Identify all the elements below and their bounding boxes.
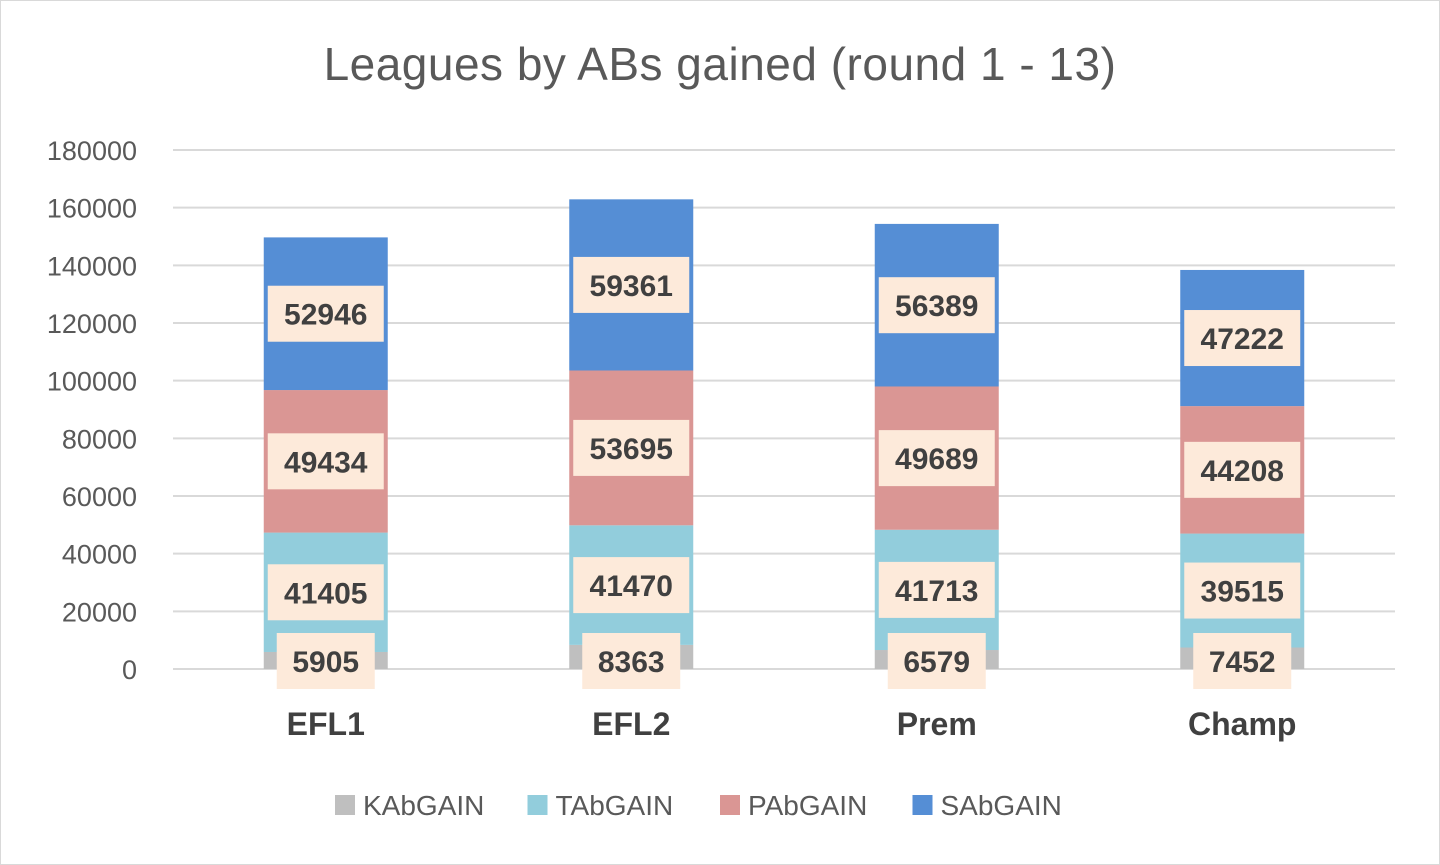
x-category-label: Champ [1188,706,1296,742]
data-label-box [878,430,995,487]
legend-swatch [720,795,740,815]
data-label: 44208 [1201,455,1284,488]
data-label-box [1193,633,1292,689]
y-tick-label: 140000 [47,251,137,281]
x-category-label: EFL2 [592,706,670,742]
y-tick-label: 120000 [47,309,137,339]
data-label-box [582,633,681,689]
y-tick-label: 160000 [47,194,137,224]
data-label: 41405 [284,577,367,610]
y-tick-label: 40000 [62,540,137,570]
data-label: 6579 [903,646,970,679]
data-label-box [887,633,986,689]
x-category-label: EFL1 [287,706,365,742]
data-label: 49434 [284,446,368,479]
data-label: 41713 [895,575,978,608]
data-label: 52946 [284,299,367,332]
data-label: 41470 [590,570,673,603]
y-tick-label: 20000 [62,597,137,627]
data-label-box [878,561,995,618]
data-label: 47222 [1201,323,1284,356]
data-label-box [267,285,384,342]
data-label: 59361 [590,270,673,303]
data-label: 53695 [590,433,673,466]
legend-label: PAbGAIN [748,790,867,821]
legend-label: SAbGAIN [941,790,1062,821]
data-label-box [1184,310,1301,367]
y-tick-label: 80000 [62,424,137,454]
legend-swatch [912,795,933,815]
data-label-box [878,277,995,334]
data-label: 56389 [895,290,978,323]
data-label: 8363 [598,646,665,679]
y-tick-label: 180000 [47,136,137,166]
legend-swatch [335,795,355,815]
legend-swatch [527,795,548,815]
legend-label: TAbGAIN [556,790,674,821]
data-label-box [1184,562,1301,619]
legend-label: KAbGAIN [363,790,484,821]
data-label: 5905 [292,646,359,679]
y-tick-label: 100000 [47,367,137,397]
data-label-box [276,633,375,689]
data-label-box [267,564,384,621]
data-label-box [573,419,690,476]
data-label: 39515 [1201,576,1284,609]
data-label-box [267,433,384,490]
data-label-box [573,256,690,313]
y-tick-label: 0 [122,655,137,685]
y-tick-label: 60000 [62,482,137,512]
data-label-box [573,557,690,614]
x-category-label: Prem [897,706,977,742]
data-label: 49689 [895,443,978,476]
chart-title: Leagues by ABs gained (round 1 - 13) [323,38,1117,90]
data-label: 7452 [1209,646,1276,679]
data-label-box [1184,441,1301,498]
